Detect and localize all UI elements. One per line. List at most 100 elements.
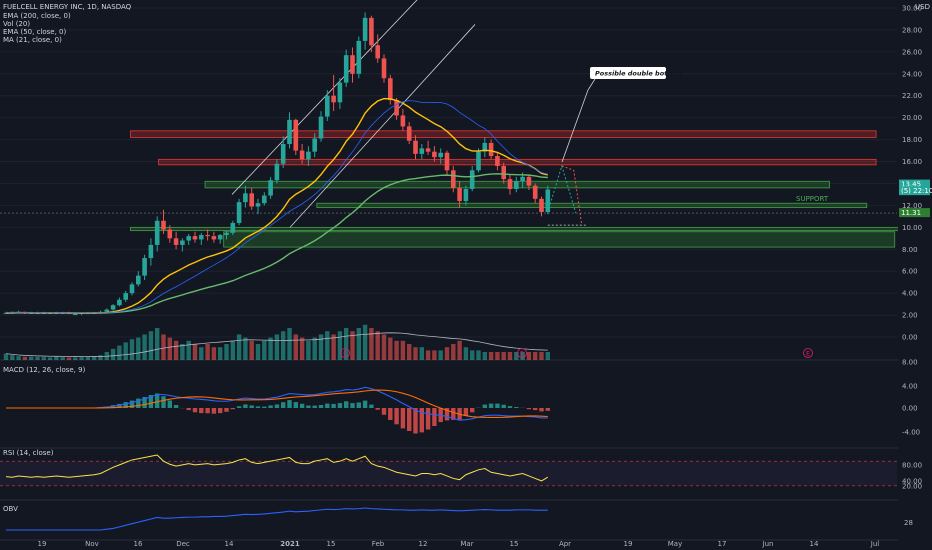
time-tick: 16 — [134, 540, 143, 548]
candle-body — [463, 188, 469, 202]
projection-down-path — [561, 165, 583, 226]
obv-line — [6, 507, 548, 531]
volume-bar — [110, 348, 116, 360]
candle-body — [161, 220, 166, 230]
rsi-tick: 40.00 — [902, 478, 922, 486]
macd-histogram-bar — [312, 405, 317, 408]
volume-bar — [243, 337, 248, 360]
candle-body — [123, 293, 128, 300]
macd-histogram-bar — [287, 400, 292, 408]
volume-bar — [224, 344, 229, 360]
candle-body — [293, 119, 299, 151]
macd-histogram-bar — [400, 408, 406, 429]
macd-histogram-bar — [249, 405, 254, 408]
volume-bar — [533, 352, 538, 360]
volume-bar — [142, 334, 147, 360]
candle-body — [331, 95, 336, 103]
price-tick: 16.00 — [902, 158, 922, 166]
macd-histogram-bar — [514, 407, 519, 408]
time-tick: 19 — [624, 540, 633, 548]
candle-body — [343, 55, 349, 83]
macd-histogram-bar — [129, 400, 135, 408]
rsi-line — [5, 454, 549, 482]
macd-histogram-bar — [507, 406, 513, 408]
macd-histogram-bar — [155, 393, 160, 408]
time-tick: Jul — [870, 540, 880, 548]
obv-label[interactable]: OBV — [3, 505, 18, 513]
macd-histogram-bar — [281, 402, 286, 408]
candle-body — [451, 170, 456, 188]
volume-bar — [10, 355, 15, 360]
countdown-tag: (5) 22:10 — [899, 186, 932, 196]
volume-bar — [507, 352, 513, 360]
volume-bar — [41, 357, 46, 360]
support-price-tag: 11.31 — [899, 208, 930, 218]
candle-body — [148, 244, 154, 259]
candle-body — [337, 82, 343, 103]
rsi-band — [0, 461, 897, 486]
macd-histogram-bar — [388, 408, 393, 420]
volume-bar — [35, 356, 40, 360]
candle-body — [375, 45, 380, 59]
volume-bar — [161, 334, 166, 360]
candle-body — [514, 181, 519, 189]
countdown-tag-box — [899, 186, 930, 196]
candle-body — [287, 119, 292, 144]
rsi-label[interactable]: RSI (14, close) — [3, 449, 54, 457]
price-tick: 26.00 — [902, 48, 922, 56]
candle-body — [545, 189, 551, 212]
candle-body — [520, 176, 525, 182]
macd-histogram-bar — [167, 400, 172, 408]
candle-body — [381, 58, 387, 79]
candle-body — [526, 176, 532, 186]
volume-bar — [192, 344, 198, 360]
macd-histogram-bar — [318, 405, 324, 408]
volume-bar — [136, 337, 141, 360]
time-tick: 15 — [327, 540, 336, 548]
support-zone — [223, 231, 896, 248]
volume-bar — [29, 356, 34, 360]
time-tick: 15 — [510, 540, 519, 548]
volume-bar — [306, 340, 311, 360]
price-tick: 22.00 — [902, 92, 922, 100]
macd-histogram-bar — [463, 408, 469, 416]
channel-lower-line — [289, 24, 476, 228]
volume-bar — [463, 347, 469, 360]
macd-histogram-bar — [236, 406, 242, 408]
candle-body — [532, 185, 538, 199]
indicator-ema200[interactable]: EMA (200, close, 0) — [3, 12, 71, 20]
grid — [0, 7, 932, 541]
macd-label[interactable]: MACD (12, 26, close, 9) — [3, 366, 86, 374]
candle-body — [406, 126, 412, 141]
time-tick: 14 — [225, 540, 234, 548]
candle-body — [438, 152, 443, 158]
candle-body — [180, 240, 185, 245]
time-tick: May — [668, 540, 682, 548]
candle-body — [236, 202, 242, 223]
indicator-ema50[interactable]: EMA (50, close, 0) — [3, 28, 66, 36]
macd-histogram-bar — [161, 396, 166, 408]
macd-signal-line — [6, 389, 548, 418]
macd-histogram-bar — [299, 403, 305, 408]
time-tick: 2021 — [280, 540, 300, 548]
macd-histogram-bar — [325, 403, 330, 408]
volume-bar — [381, 334, 387, 360]
price-tick: 0.00 — [902, 334, 918, 342]
last-price-tag-text: 13.45 — [901, 181, 921, 189]
candle-body — [476, 151, 481, 171]
macd-histogram-bar — [218, 408, 223, 414]
candle-body — [262, 195, 267, 204]
macd-histogram-bar — [243, 404, 248, 408]
volume-bar — [293, 334, 298, 360]
volume-bar — [337, 331, 343, 360]
volume-bar — [281, 331, 286, 360]
axis-background — [898, 0, 932, 550]
candle-body — [400, 115, 406, 127]
indicator-ma21[interactable]: MA (21, close, 0) — [3, 36, 62, 44]
price-tick: 2.00 — [902, 312, 918, 320]
volume-bar — [514, 352, 519, 360]
macd-tick: 0.00 — [902, 405, 918, 413]
macd-histogram-bar — [407, 408, 412, 431]
indicator-vol[interactable]: Vol (20) — [3, 20, 30, 28]
